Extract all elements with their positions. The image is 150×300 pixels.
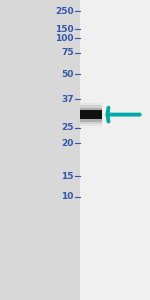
Bar — [80, 105, 102, 124]
Text: 150: 150 — [55, 25, 74, 34]
Text: 75: 75 — [61, 48, 74, 57]
Bar — [80, 103, 102, 126]
Bar — [80, 108, 102, 122]
Bar — [0, 0, 80, 300]
Text: 20: 20 — [61, 139, 74, 148]
Bar — [80, 110, 102, 119]
Text: 100: 100 — [55, 34, 74, 43]
Text: 10: 10 — [61, 192, 74, 201]
Bar — [80, 0, 150, 300]
Text: 25: 25 — [61, 123, 74, 132]
Text: 15: 15 — [61, 172, 74, 181]
Text: 250: 250 — [55, 7, 74, 16]
Text: 37: 37 — [61, 94, 74, 103]
Text: 50: 50 — [61, 70, 74, 79]
